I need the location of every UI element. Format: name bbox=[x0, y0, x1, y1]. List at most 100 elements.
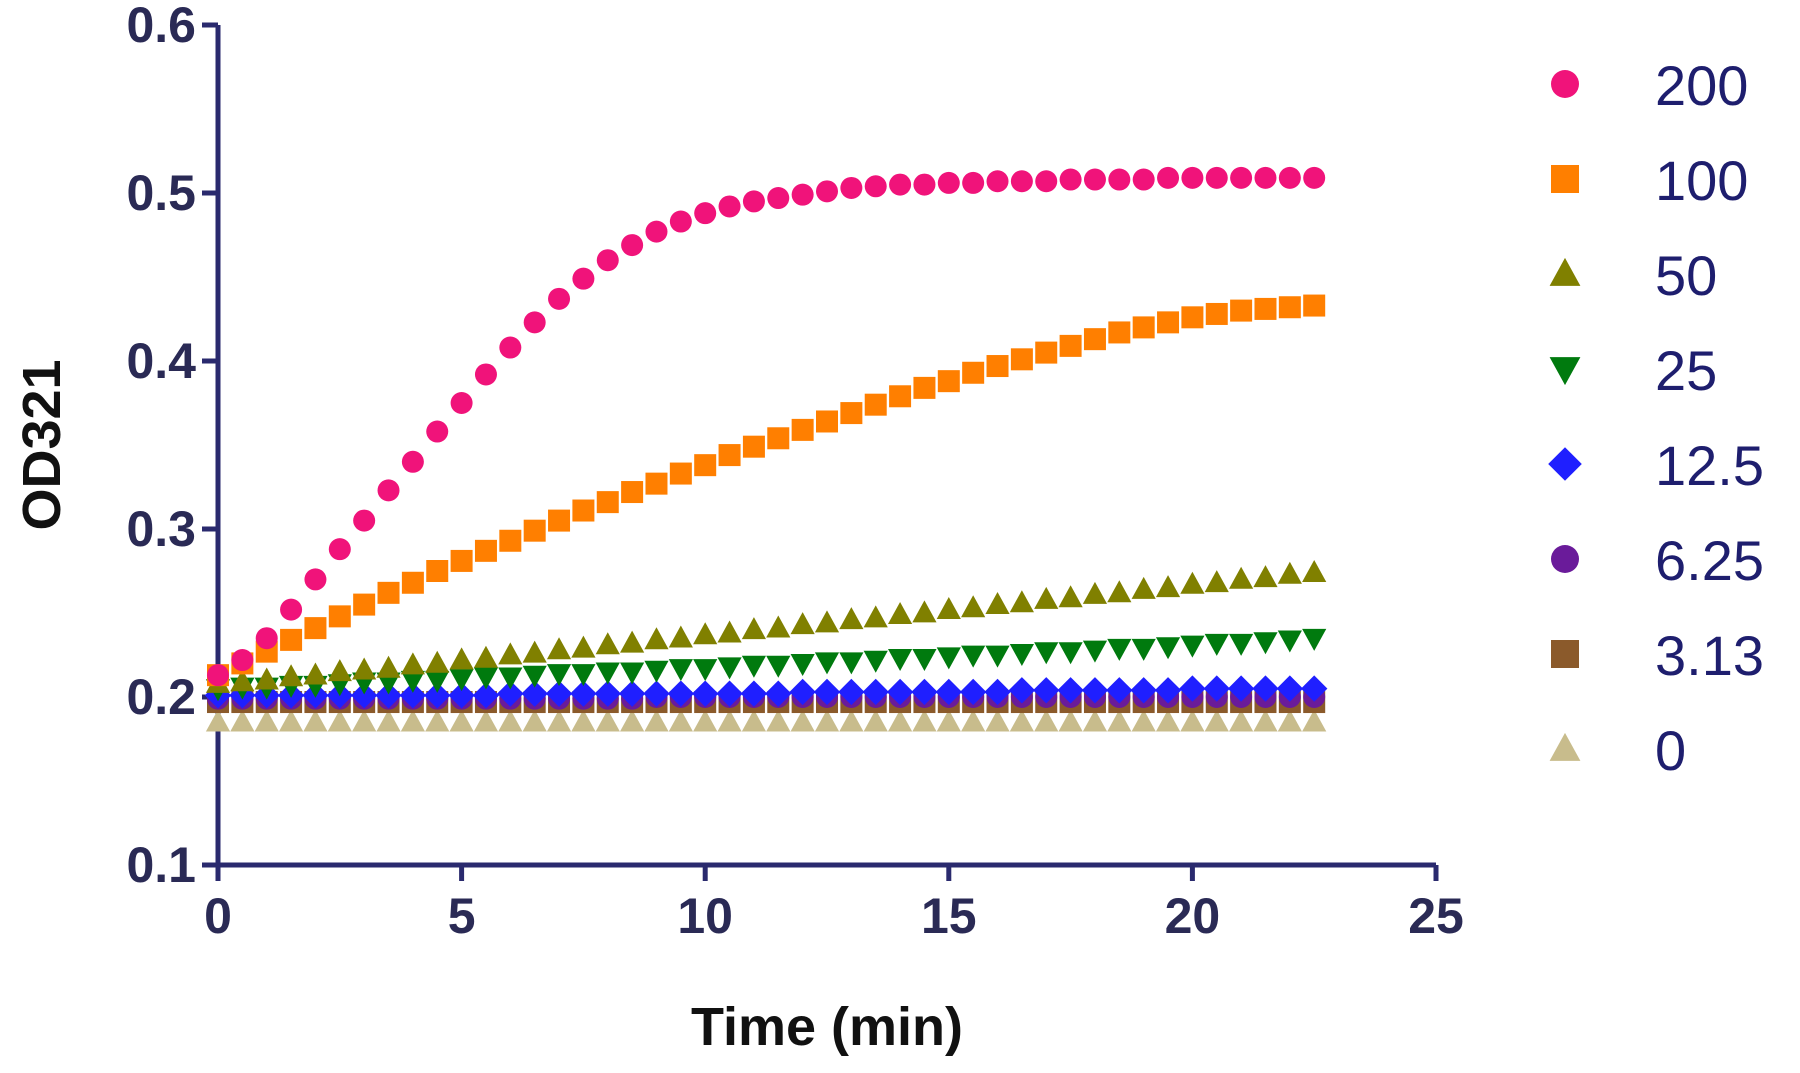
data-point bbox=[521, 680, 548, 707]
legend: 200 100 50 25 12.5 6.25 3.13 0 bbox=[1548, 54, 1764, 782]
data-point bbox=[1131, 709, 1156, 732]
legend-item: 25 bbox=[1549, 339, 1717, 402]
data-point bbox=[400, 670, 425, 693]
legend-marker bbox=[1549, 732, 1581, 761]
data-point bbox=[862, 678, 889, 706]
data-point bbox=[668, 709, 693, 732]
data-point bbox=[1179, 675, 1206, 702]
data-point bbox=[523, 311, 546, 334]
data-point bbox=[1204, 570, 1229, 593]
data-point bbox=[424, 682, 451, 709]
data-point bbox=[740, 680, 768, 707]
x-tick-label: 20 bbox=[1165, 888, 1221, 944]
data-point bbox=[668, 625, 693, 648]
legend-item: 6.25 bbox=[1551, 529, 1764, 592]
data-point bbox=[1132, 316, 1155, 339]
data-point bbox=[595, 632, 620, 655]
data-point bbox=[1277, 630, 1302, 653]
data-point bbox=[595, 709, 620, 732]
data-point bbox=[1180, 571, 1205, 594]
data-point bbox=[1302, 628, 1327, 651]
y-tick-label: 0.3 bbox=[126, 501, 196, 557]
data-point bbox=[426, 560, 449, 582]
data-point bbox=[546, 637, 572, 660]
data-point bbox=[1252, 675, 1279, 702]
data-point bbox=[887, 649, 913, 672]
data-point bbox=[1254, 297, 1277, 320]
data-point bbox=[667, 680, 695, 707]
data-point bbox=[255, 627, 278, 650]
data-point bbox=[328, 605, 351, 628]
data-point bbox=[618, 680, 646, 707]
data-point bbox=[889, 385, 912, 408]
data-point bbox=[594, 680, 621, 707]
series-100 bbox=[207, 294, 1326, 687]
data-point bbox=[962, 171, 985, 194]
legend-item: 0 bbox=[1549, 719, 1686, 782]
data-point bbox=[473, 645, 499, 668]
data-point bbox=[789, 678, 816, 706]
data-point bbox=[1057, 677, 1084, 704]
data-point bbox=[717, 709, 742, 732]
data-point bbox=[1107, 638, 1132, 661]
data-point bbox=[425, 709, 450, 732]
data-point bbox=[353, 509, 376, 532]
data-point bbox=[1254, 166, 1277, 189]
y-tick-label: 0.6 bbox=[126, 0, 196, 53]
data-point bbox=[814, 709, 840, 732]
data-point bbox=[449, 647, 474, 670]
data-point bbox=[887, 602, 913, 625]
data-point bbox=[694, 202, 717, 225]
data-point bbox=[716, 680, 743, 707]
data-point bbox=[937, 370, 960, 393]
data-point bbox=[546, 664, 572, 687]
x-tick-label: 15 bbox=[921, 888, 977, 944]
data-point bbox=[1229, 709, 1254, 732]
data-point bbox=[1033, 677, 1060, 704]
data-point bbox=[962, 361, 985, 384]
data-point bbox=[1130, 677, 1157, 704]
data-point bbox=[1253, 565, 1278, 588]
data-point bbox=[1034, 586, 1059, 609]
data-point bbox=[375, 682, 402, 709]
data-point bbox=[741, 709, 767, 732]
data-point bbox=[254, 709, 279, 732]
data-point bbox=[813, 678, 841, 706]
data-point bbox=[1229, 566, 1254, 589]
data-point bbox=[426, 420, 449, 443]
data-point bbox=[718, 195, 741, 218]
data-point bbox=[425, 650, 450, 673]
data-point bbox=[621, 481, 644, 504]
data-point bbox=[1059, 168, 1082, 191]
data-point bbox=[1154, 677, 1182, 704]
legend-item: 100 bbox=[1551, 149, 1748, 212]
data-point bbox=[986, 170, 1009, 193]
data-point bbox=[1131, 638, 1156, 661]
data-point bbox=[205, 709, 231, 732]
data-point bbox=[473, 667, 499, 690]
data-point bbox=[790, 709, 815, 732]
data-point bbox=[863, 709, 888, 732]
data-point bbox=[548, 509, 571, 532]
data-point bbox=[596, 491, 619, 514]
data-point bbox=[545, 680, 573, 707]
data-point bbox=[1303, 294, 1326, 317]
data-point bbox=[401, 571, 424, 594]
data-point bbox=[303, 709, 328, 732]
data-point bbox=[231, 649, 254, 672]
data-point bbox=[497, 680, 524, 707]
data-point bbox=[473, 709, 499, 732]
data-point bbox=[548, 287, 571, 310]
data-point bbox=[1010, 348, 1033, 371]
data-point bbox=[839, 652, 864, 675]
data-point bbox=[377, 581, 400, 604]
legend-label: 200 bbox=[1655, 54, 1748, 117]
data-point bbox=[278, 709, 304, 732]
data-point bbox=[303, 662, 328, 685]
data-point bbox=[693, 622, 718, 645]
data-point bbox=[399, 682, 427, 709]
data-point bbox=[327, 709, 352, 732]
series-50 bbox=[205, 560, 1327, 693]
data-point bbox=[669, 210, 692, 233]
